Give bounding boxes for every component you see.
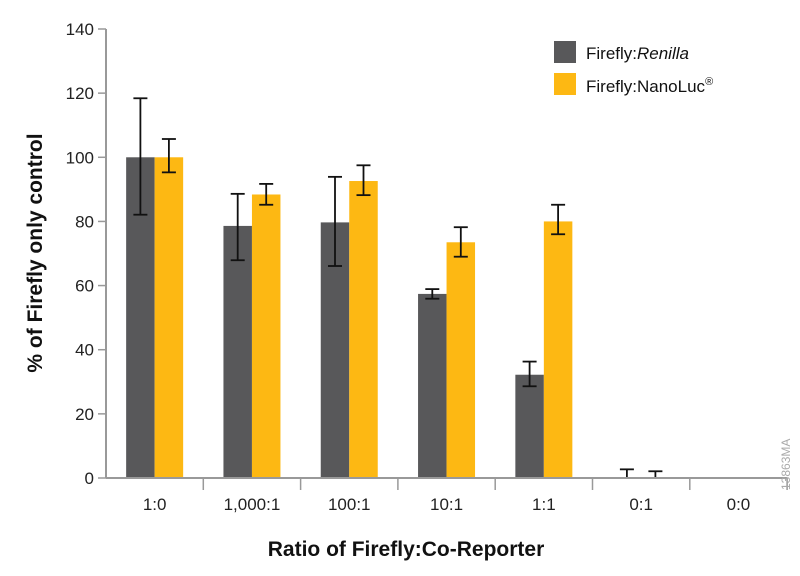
y-tick-label: 140: [66, 20, 94, 39]
bar: [223, 225, 252, 478]
bar: [251, 194, 281, 478]
x-tick-label: 1:0: [143, 495, 167, 514]
legend-swatch-nanoluc: [554, 73, 576, 95]
bar: [349, 181, 378, 479]
legend-swatch-renilla: [554, 41, 576, 63]
x-tick-label: 100:1: [328, 495, 371, 514]
y-axis-label: % of Firefly only control: [24, 133, 47, 372]
y-tick-label: 0: [85, 469, 94, 488]
y-tick-label: 100: [66, 148, 94, 167]
y-tick-label: 60: [75, 277, 94, 296]
y-tick-label: 120: [66, 84, 94, 103]
legend-label-nanoluc: Firefly:NanoLuc®: [586, 76, 713, 96]
x-tick-label: 0:0: [727, 495, 751, 514]
bar: [418, 293, 447, 478]
bar: [543, 221, 573, 478]
y-tick-label: 80: [75, 212, 94, 231]
x-tick-label: 10:1: [430, 495, 463, 514]
legend: Firefly:Renilla Firefly:NanoLuc®: [554, 41, 713, 96]
bar: [154, 157, 184, 479]
x-axis-label: Ratio of Firefly:Co-Reporter: [268, 538, 545, 561]
legend-label-renilla: Firefly:Renilla: [586, 44, 689, 63]
x-tick-label: 1:1: [532, 495, 556, 514]
y-tick-label: 20: [75, 405, 94, 424]
bar: [515, 374, 544, 478]
bar: [446, 242, 476, 478]
y-tick-label: 40: [75, 341, 94, 360]
x-tick-label: 0:1: [629, 495, 653, 514]
x-tick-label: 1,000:1: [224, 495, 281, 514]
figure-code: 13863MA: [779, 439, 793, 490]
